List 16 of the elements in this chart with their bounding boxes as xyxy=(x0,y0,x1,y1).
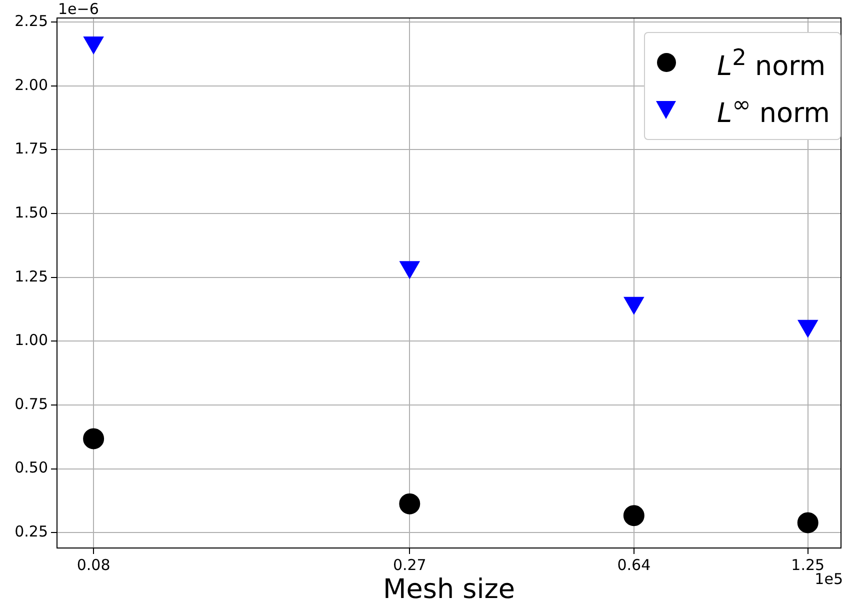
y-tick-label: 0.25 xyxy=(14,522,48,541)
y-tick-label: 2.00 xyxy=(14,76,48,94)
x-tick-label: 0.27 xyxy=(392,556,426,574)
y-tick-label: 0.50 xyxy=(14,458,48,477)
y-tick-label: 1.25 xyxy=(14,267,48,286)
legend-label: L$^{∞}$ norm xyxy=(717,91,830,131)
x-axis-title: Mesh size xyxy=(382,574,516,605)
y-tick-label: 1.50 xyxy=(14,203,48,222)
annotation: 1e−6 xyxy=(58,0,99,18)
legend-label: L$^{2}$ norm xyxy=(717,44,826,84)
y-tick-label: 0.75 xyxy=(14,394,48,413)
y-tick-label: 2.25 xyxy=(14,12,48,30)
y-tick-label: 1.75 xyxy=(14,140,48,158)
x-tick-label: 0.64 xyxy=(617,556,651,574)
y-tick-label: 1.00 xyxy=(14,331,48,350)
x-tick-label: 0.08 xyxy=(76,556,110,574)
